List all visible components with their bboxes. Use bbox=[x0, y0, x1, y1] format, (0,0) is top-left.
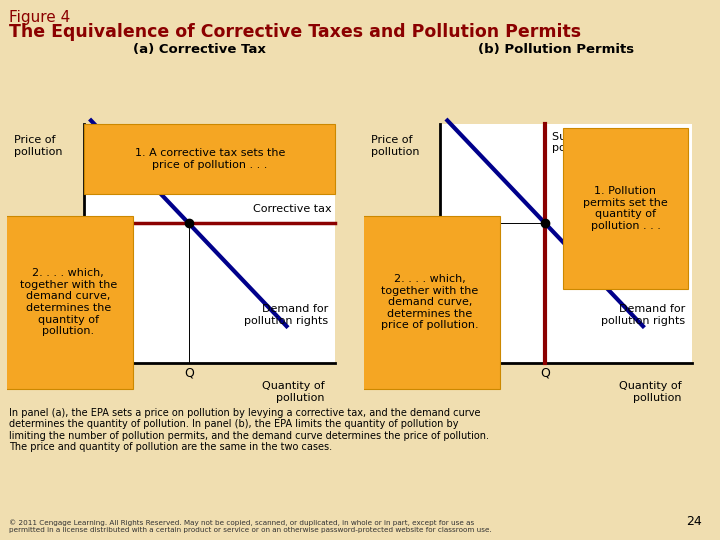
Text: Q: Q bbox=[540, 367, 550, 380]
Text: Quantity of
pollution: Quantity of pollution bbox=[618, 381, 681, 403]
Text: (a) Corrective Tax: (a) Corrective Tax bbox=[132, 43, 266, 56]
Text: Price of
pollution: Price of pollution bbox=[14, 135, 63, 157]
Text: Demand for
pollution rights: Demand for pollution rights bbox=[244, 304, 328, 326]
Text: P: P bbox=[71, 217, 78, 230]
Text: 2. . . . which,
together with the
demand curve,
determines the
quantity of
pollu: 2. . . . which, together with the demand… bbox=[19, 268, 117, 336]
Text: Figure 4: Figure 4 bbox=[9, 10, 70, 25]
Text: Supply of
pollution permits: Supply of pollution permits bbox=[552, 132, 647, 153]
Text: Demand for
pollution rights: Demand for pollution rights bbox=[600, 304, 685, 326]
FancyBboxPatch shape bbox=[84, 124, 336, 194]
Text: P: P bbox=[428, 217, 435, 230]
Text: Q: Q bbox=[184, 367, 194, 380]
Text: © 2011 Cengage Learning. All Rights Reserved. May not be copied, scanned, or dup: © 2011 Cengage Learning. All Rights Rese… bbox=[9, 519, 491, 533]
FancyBboxPatch shape bbox=[84, 124, 336, 363]
Text: Corrective tax: Corrective tax bbox=[253, 204, 332, 214]
FancyBboxPatch shape bbox=[4, 216, 133, 389]
Text: 2. . . . which,
together with the
demand curve,
determines the
price of pollutio: 2. . . . which, together with the demand… bbox=[381, 274, 479, 330]
FancyBboxPatch shape bbox=[360, 216, 500, 389]
Text: In panel (a), the EPA sets a price on pollution by levying a corrective tax, and: In panel (a), the EPA sets a price on po… bbox=[9, 408, 489, 453]
FancyBboxPatch shape bbox=[441, 124, 692, 363]
Text: (b) Pollution Permits: (b) Pollution Permits bbox=[477, 43, 634, 56]
Text: Quantity of
pollution: Quantity of pollution bbox=[262, 381, 325, 403]
Text: 1. A corrective tax sets the
price of pollution . . .: 1. A corrective tax sets the price of po… bbox=[135, 148, 285, 170]
Text: The Equivalence of Corrective Taxes and Pollution Permits: The Equivalence of Corrective Taxes and … bbox=[9, 23, 581, 40]
Text: 24: 24 bbox=[686, 515, 702, 528]
FancyBboxPatch shape bbox=[562, 128, 688, 289]
Text: Price of
pollution: Price of pollution bbox=[371, 135, 419, 157]
Text: 1. Pollution
permits set the
quantity of
pollution . . .: 1. Pollution permits set the quantity of… bbox=[583, 186, 668, 231]
